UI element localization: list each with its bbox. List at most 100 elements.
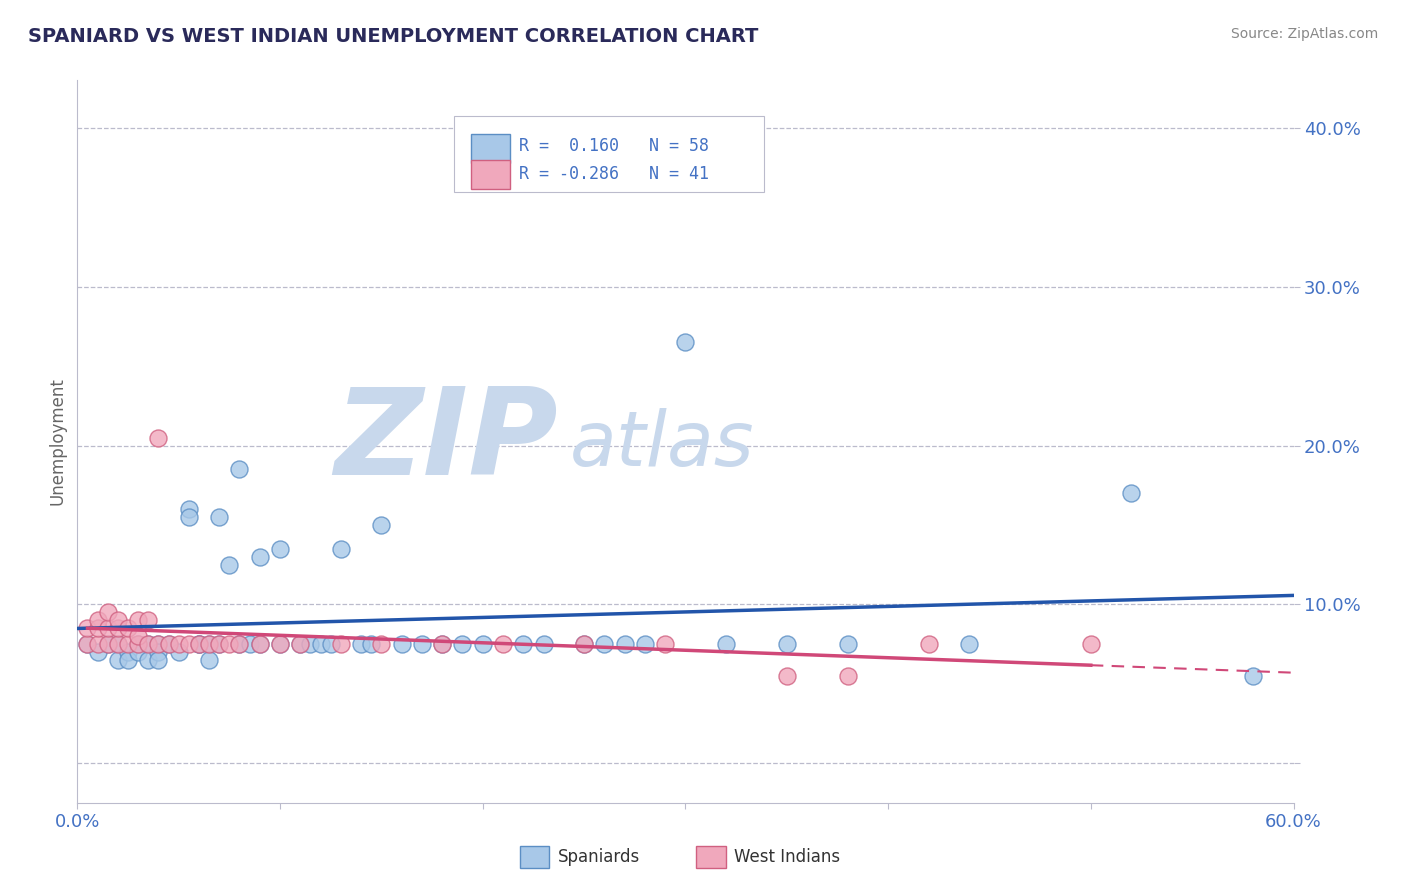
- Point: [290, 637, 312, 651]
- Point: [127, 629, 149, 643]
- Point: [228, 637, 250, 651]
- FancyBboxPatch shape: [471, 135, 510, 163]
- Point: [593, 637, 616, 651]
- Point: [228, 637, 250, 651]
- Point: [97, 637, 120, 651]
- FancyBboxPatch shape: [520, 847, 550, 868]
- Point: [572, 637, 595, 651]
- Point: [451, 637, 474, 651]
- Point: [148, 431, 170, 445]
- Point: [127, 613, 149, 627]
- Point: [492, 637, 515, 651]
- Point: [188, 637, 211, 651]
- Point: [918, 637, 941, 651]
- Point: [430, 637, 453, 651]
- Point: [148, 637, 170, 651]
- Point: [370, 517, 392, 532]
- Point: [117, 653, 139, 667]
- Point: [290, 637, 312, 651]
- Point: [675, 335, 697, 350]
- Point: [148, 645, 170, 659]
- Point: [177, 637, 200, 651]
- Point: [76, 637, 98, 651]
- Point: [86, 645, 108, 659]
- Point: [299, 637, 322, 651]
- Point: [714, 637, 737, 651]
- Point: [957, 637, 980, 651]
- Text: atlas: atlas: [569, 409, 755, 483]
- Point: [218, 637, 240, 651]
- Text: West Indians: West Indians: [734, 848, 841, 866]
- Point: [136, 653, 159, 667]
- Point: [127, 645, 149, 659]
- Point: [370, 637, 392, 651]
- Point: [107, 621, 129, 635]
- Point: [329, 637, 352, 651]
- Point: [76, 637, 98, 651]
- Point: [86, 621, 108, 635]
- Point: [837, 637, 859, 651]
- Point: [572, 637, 595, 651]
- Point: [117, 637, 139, 651]
- Point: [360, 637, 382, 651]
- Point: [654, 637, 676, 651]
- Point: [512, 637, 534, 651]
- Point: [269, 637, 291, 651]
- Point: [634, 637, 657, 651]
- Point: [127, 637, 149, 651]
- Text: SPANIARD VS WEST INDIAN UNEMPLOYMENT CORRELATION CHART: SPANIARD VS WEST INDIAN UNEMPLOYMENT COR…: [28, 27, 758, 45]
- Point: [117, 645, 139, 659]
- Point: [167, 637, 190, 651]
- Y-axis label: Unemployment: Unemployment: [48, 377, 66, 506]
- Point: [136, 637, 159, 651]
- Point: [1241, 669, 1264, 683]
- Point: [249, 637, 271, 651]
- Point: [411, 637, 433, 651]
- Text: Spaniards: Spaniards: [558, 848, 640, 866]
- Text: ZIP: ZIP: [335, 383, 558, 500]
- Point: [430, 637, 453, 651]
- Point: [249, 637, 271, 651]
- Point: [350, 637, 373, 651]
- Text: R =  0.160   N = 58: R = 0.160 N = 58: [519, 137, 709, 155]
- Point: [157, 637, 180, 651]
- Point: [208, 637, 231, 651]
- Point: [136, 637, 159, 651]
- Point: [269, 541, 291, 556]
- Point: [127, 637, 149, 651]
- Point: [218, 558, 240, 572]
- Point: [471, 637, 494, 651]
- Point: [117, 621, 139, 635]
- Point: [188, 637, 211, 651]
- Point: [269, 637, 291, 651]
- Point: [107, 653, 129, 667]
- Point: [1121, 486, 1143, 500]
- Point: [239, 637, 262, 651]
- Point: [329, 541, 352, 556]
- FancyBboxPatch shape: [454, 117, 765, 193]
- Point: [208, 510, 231, 524]
- Point: [776, 669, 799, 683]
- Point: [188, 637, 211, 651]
- Point: [177, 502, 200, 516]
- Point: [148, 653, 170, 667]
- Point: [167, 645, 190, 659]
- Point: [177, 510, 200, 524]
- Point: [837, 669, 859, 683]
- Point: [1080, 637, 1102, 651]
- Point: [309, 637, 332, 651]
- FancyBboxPatch shape: [471, 161, 510, 189]
- Point: [533, 637, 555, 651]
- Point: [198, 653, 221, 667]
- Point: [228, 462, 250, 476]
- Text: R = -0.286   N = 41: R = -0.286 N = 41: [519, 164, 709, 183]
- Point: [198, 637, 221, 651]
- Point: [86, 637, 108, 651]
- Point: [148, 637, 170, 651]
- Point: [97, 637, 120, 651]
- Point: [107, 613, 129, 627]
- Point: [391, 637, 413, 651]
- Point: [86, 613, 108, 627]
- Point: [319, 637, 342, 651]
- Point: [208, 637, 231, 651]
